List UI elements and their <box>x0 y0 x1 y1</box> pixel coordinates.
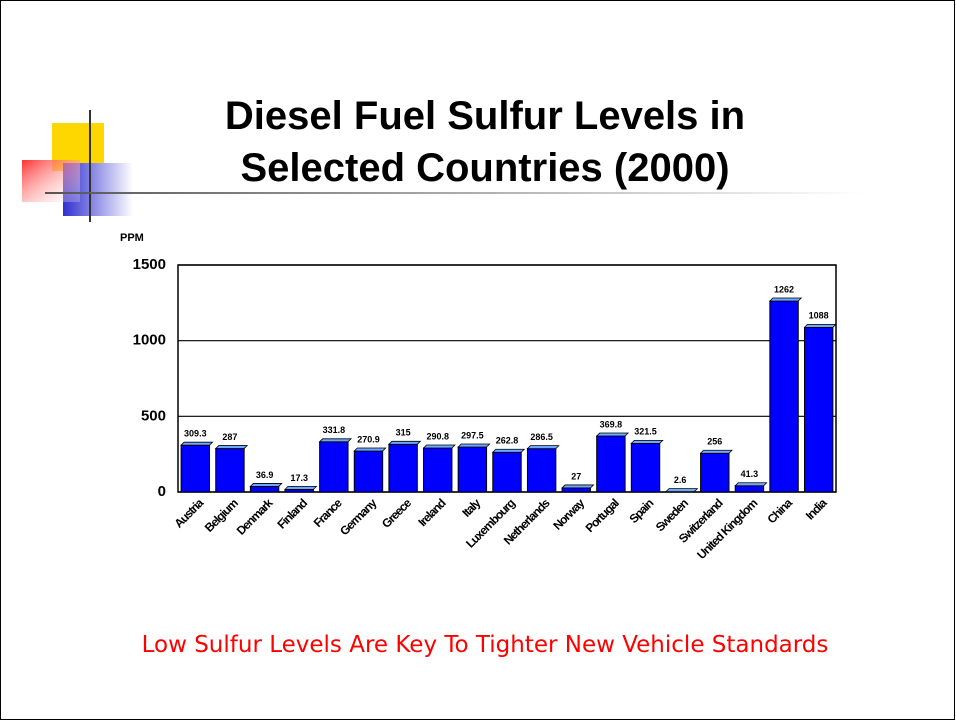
value-label: 290.8 <box>426 431 449 441</box>
value-label: 41.3 <box>741 469 759 479</box>
y-tick-label: 0 <box>158 483 166 500</box>
x-tick-label: India <box>803 496 830 523</box>
x-tick-label: Italy <box>459 496 483 520</box>
bar-top <box>699 449 733 454</box>
bar-top <box>595 432 630 437</box>
x-tick-label: Greece <box>379 496 414 531</box>
bar-top <box>422 444 456 449</box>
bar <box>526 448 557 493</box>
value-label: 262.8 <box>496 436 519 446</box>
bar-top <box>526 445 560 450</box>
bar <box>734 485 765 493</box>
value-label: 27 <box>571 471 581 481</box>
x-tick-label: Germany <box>337 496 380 539</box>
value-label: 270.9 <box>357 434 380 444</box>
decor-line <box>45 192 865 194</box>
value-label: 17.3 <box>290 473 308 483</box>
value-label: 287 <box>222 432 237 442</box>
bar <box>630 442 661 493</box>
bar <box>180 444 211 493</box>
bar <box>596 435 626 493</box>
value-label: 36.9 <box>256 470 274 480</box>
value-label: 369.8 <box>600 419 623 429</box>
x-tick-label: Ireland <box>415 496 448 529</box>
x-tick-label: Spain <box>626 496 656 526</box>
y-tick-label: 1000 <box>133 332 166 349</box>
value-label: 1088 <box>809 311 829 321</box>
bar <box>215 448 245 493</box>
bar-top <box>284 485 318 490</box>
bar-top <box>803 323 837 328</box>
decor <box>22 160 80 202</box>
chart-title: Diesel Fuel Sulfur Levels in Selected Co… <box>224 94 746 190</box>
bar <box>769 300 799 493</box>
value-label: 315 <box>396 428 411 438</box>
bar-top <box>768 297 803 302</box>
bar-top <box>491 448 526 453</box>
bar-top <box>180 441 214 446</box>
annotation: Low Sulfur Levels Are Key To Tighter New… <box>141 632 829 658</box>
bar-top <box>664 488 699 493</box>
bar-top <box>249 483 283 487</box>
value-label: 321.5 <box>634 427 657 437</box>
bar <box>249 485 280 493</box>
bar <box>803 326 834 493</box>
value-label: 286.5 <box>530 432 553 442</box>
bar-top <box>457 443 491 448</box>
bar-top <box>214 445 249 449</box>
value-label: 331.8 <box>323 425 346 435</box>
x-tick-label: China <box>764 496 795 527</box>
x-tick-label: Norway <box>550 496 587 533</box>
x-tick-label: Portugal <box>583 496 622 535</box>
bar <box>353 450 384 493</box>
bar-top <box>561 484 595 489</box>
bar-top <box>734 482 768 487</box>
bar <box>561 487 591 493</box>
bar <box>319 441 349 493</box>
value-label: 2.6 <box>674 475 687 485</box>
y-axis-label: PPM <box>120 232 144 244</box>
bar-top <box>630 439 664 444</box>
bar <box>700 452 730 493</box>
bar-top <box>318 438 353 443</box>
x-tick-label: United Kingdom <box>694 496 760 562</box>
x-tick-label: Denmark <box>234 496 276 538</box>
x-tick-label: Finland <box>274 496 310 532</box>
bar-top <box>353 447 387 452</box>
bar <box>457 446 488 493</box>
value-label: 297.5 <box>461 430 484 440</box>
value-label: 309.3 <box>184 429 207 439</box>
value-label: 1262 <box>774 284 794 294</box>
y-tick-label: 500 <box>141 407 166 424</box>
bar-top <box>387 440 422 445</box>
bar <box>388 443 418 493</box>
bar <box>492 451 522 493</box>
value-label: 256 <box>707 437 722 447</box>
bar <box>423 447 453 493</box>
y-tick-label: 1500 <box>133 256 166 273</box>
